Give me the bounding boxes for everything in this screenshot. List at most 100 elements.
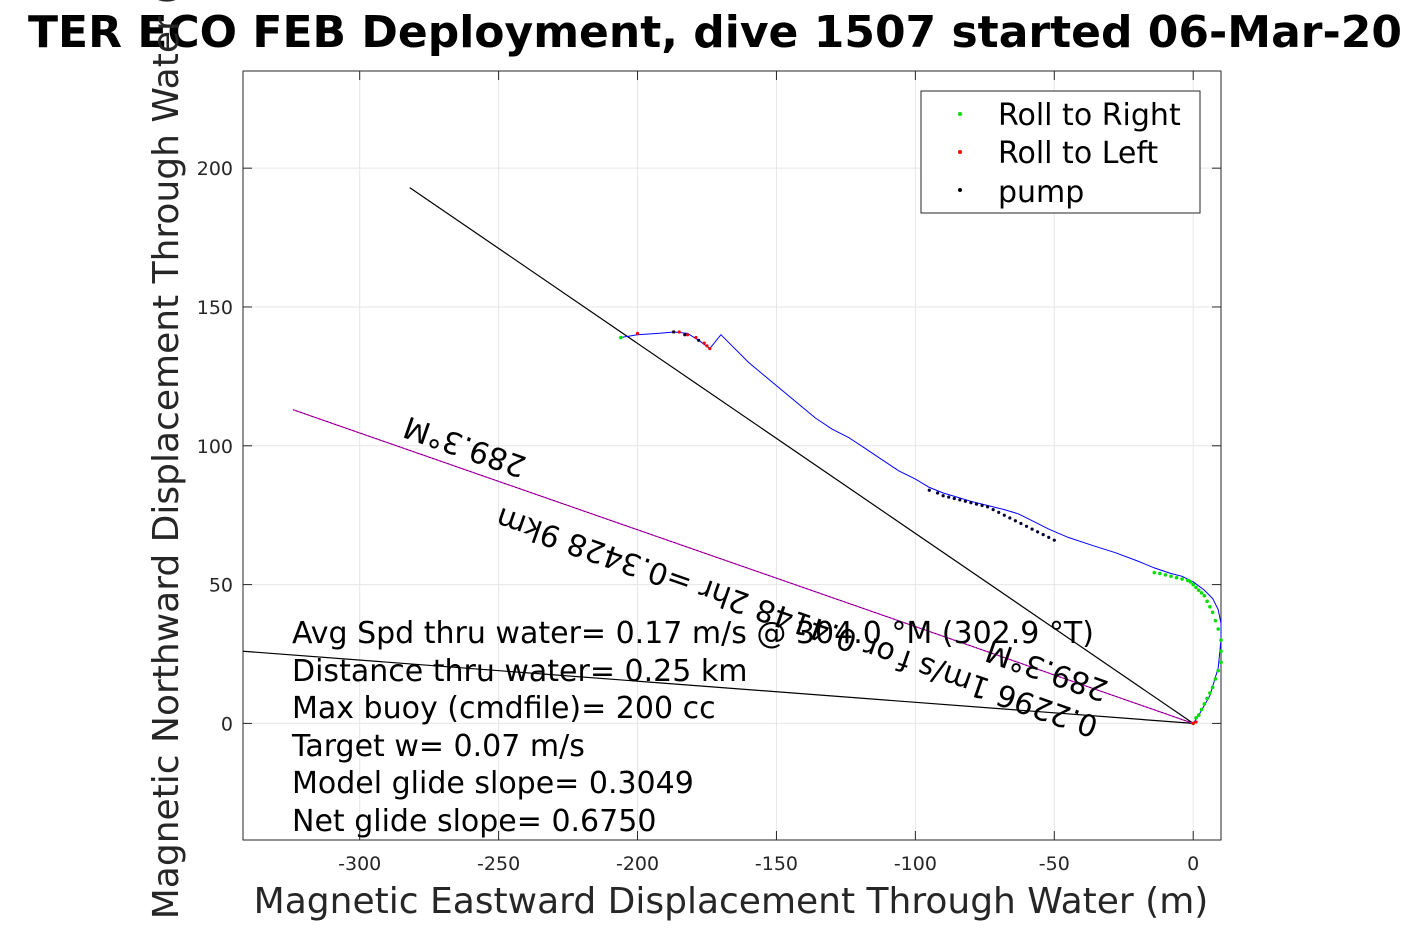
- roll-right-point: [1194, 716, 1198, 720]
- ticks: [243, 71, 1221, 840]
- stats-block: Avg Spd thru water= 0.17 m/s @ 304.0 °M …: [291, 616, 1094, 839]
- pump-point: [986, 505, 990, 509]
- roll-right-point: [1194, 585, 1198, 590]
- roll-right-point: [1202, 593, 1207, 598]
- magenta-heading-line-overlay: [292, 409, 1194, 724]
- pump-point: [997, 510, 1001, 515]
- roll-right-point: [1210, 685, 1215, 690]
- roll-right-point: [1213, 618, 1218, 623]
- tick-labels: -300 -250 -200 -150 -100 -50 0 0 50 100 150 200: [197, 158, 1200, 875]
- x-tick-label: -150: [755, 853, 798, 875]
- pump-point: [683, 333, 687, 337]
- roll-right-point: [1213, 677, 1218, 681]
- stat-max-buoy: Max buoy (cmdfile)= 200 cc: [292, 691, 716, 726]
- roll-right-point: [1174, 575, 1179, 580]
- pump-point: [1041, 533, 1045, 537]
- pump-point: [941, 494, 945, 498]
- heading-line-2: [242, 650, 1194, 724]
- x-tick-label: -200: [616, 853, 659, 875]
- stat-distance: Distance thru water= 0.25 km: [292, 654, 747, 689]
- roll-right-point: [1191, 582, 1196, 587]
- heading-annotation: 289.3°M: [399, 409, 530, 484]
- pump-point: [1036, 530, 1040, 534]
- pump-point: [1052, 538, 1056, 542]
- y-tick-label: 150: [197, 297, 233, 319]
- legend-marker-roll-left: [958, 150, 962, 154]
- y-tick-label: 100: [197, 436, 233, 458]
- stat-model-glide: Model glide slope= 0.3049: [292, 766, 694, 801]
- x-tick-label: -300: [338, 853, 381, 875]
- y-tick-label: 50: [209, 575, 233, 597]
- legend-label-pump: pump: [998, 175, 1084, 210]
- chart-title: TER ECO FEB Deployment, dive 1507 starte…: [28, 7, 1402, 58]
- stat-net-glide: Net glide slope= 0.6750: [292, 804, 656, 839]
- roll-right-point: [619, 335, 623, 340]
- x-tick-label: 0: [1187, 853, 1199, 875]
- pump-point: [697, 338, 701, 342]
- legend-marker-pump: [958, 188, 962, 192]
- roll-right-point: [1163, 573, 1168, 577]
- pump-point: [936, 491, 940, 495]
- roll-right-point: [1199, 707, 1204, 712]
- roll-right-point: [1208, 691, 1212, 695]
- reference-lines: [242, 187, 1194, 724]
- roll-right-point: [1196, 713, 1201, 717]
- legend-label-roll-left: Roll to Left: [998, 136, 1158, 171]
- stat-target-w: Target w= 0.07 m/s: [291, 729, 585, 764]
- roll-right-point: [1210, 610, 1215, 615]
- roll-right-point: [1205, 696, 1209, 701]
- legend: Roll to Right Roll to Left pump: [920, 90, 1201, 214]
- roll-right-point: [1205, 599, 1209, 604]
- pump-point: [974, 502, 979, 506]
- roll-right-point: [1196, 588, 1201, 592]
- pump-point: [1024, 524, 1029, 528]
- y-tick-label: 0: [221, 713, 233, 735]
- roll-right-point: [1152, 570, 1157, 575]
- roll-right-point: [1219, 638, 1223, 642]
- y-axis-label: Magnetic Northward Displacement Through …: [146, 0, 187, 919]
- roll-left-point: [705, 344, 709, 348]
- pump-point: [1008, 516, 1012, 520]
- pump-point: [927, 488, 931, 492]
- legend-marker-roll-right: [958, 112, 962, 116]
- roll-right-point: [1219, 649, 1223, 654]
- pump-point: [963, 499, 967, 503]
- pump-point: [1047, 535, 1051, 539]
- roll-right-point: [1216, 668, 1221, 673]
- pump-point: [1002, 513, 1006, 517]
- plot-area: [242, 70, 1222, 841]
- x-tick-label: -50: [1039, 853, 1070, 875]
- roll-left-point: [694, 335, 698, 340]
- roll-left-point: [1194, 720, 1198, 724]
- pump-point: [1019, 521, 1023, 526]
- roll-left-point: [702, 341, 706, 345]
- roll-right-point: [1158, 571, 1162, 576]
- y-tick-label: 200: [197, 158, 233, 180]
- pump-point: [980, 503, 984, 508]
- stat-avg-speed: Avg Spd thru water= 0.17 m/s @ 304.0 °M …: [292, 616, 1094, 651]
- x-tick-label: -250: [477, 853, 520, 875]
- roll-right-point: [1219, 660, 1223, 665]
- roll-left-point: [708, 347, 712, 351]
- legend-box: [920, 90, 1201, 214]
- pump-point: [1013, 519, 1017, 523]
- pump-point: [952, 496, 956, 501]
- pump-point: [1030, 527, 1034, 531]
- pump-point: [947, 495, 951, 499]
- roll-left-point: [635, 331, 640, 335]
- x-tick-label: -100: [894, 853, 937, 875]
- roll-left-point: [677, 330, 681, 334]
- pump-point: [969, 501, 973, 505]
- pump-point: [672, 330, 676, 334]
- roll-right-point: [1208, 605, 1212, 609]
- x-axis-label: Magnetic Eastward Displacement Through W…: [254, 881, 1209, 922]
- roll-left-point: [1191, 721, 1195, 726]
- roll-right-point: [1199, 591, 1204, 595]
- roll-right-point: [1188, 580, 1193, 584]
- roll-right-point: [1180, 577, 1184, 581]
- roll-left-point: [685, 333, 690, 337]
- markers: [619, 330, 1223, 726]
- roll-right-point: [1185, 578, 1190, 583]
- roll-right-point: [1202, 702, 1207, 706]
